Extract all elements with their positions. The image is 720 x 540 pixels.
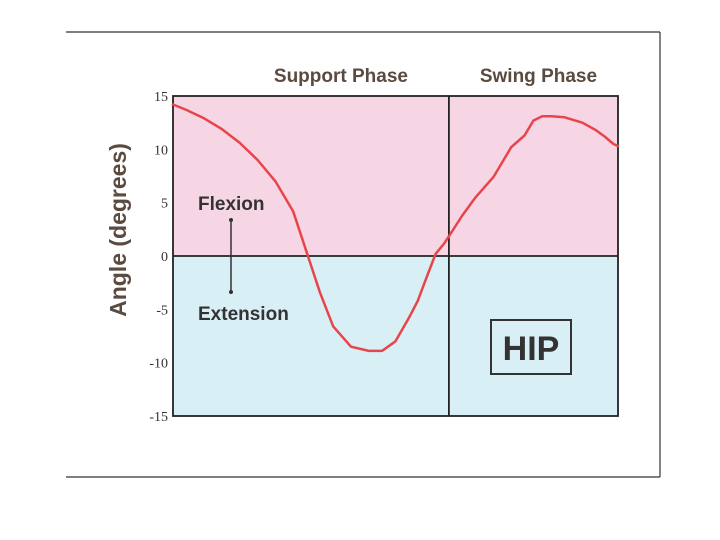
y-tick-label: 10 <box>154 143 168 158</box>
y-tick-label: -10 <box>149 357 168 372</box>
y-tick-label: 15 <box>154 90 168 105</box>
arrow-bottom-tip <box>229 290 233 294</box>
y-tick-label: 5 <box>161 197 168 212</box>
y-tick-label: 0 <box>161 250 168 265</box>
hip-label: HIP <box>503 330 560 368</box>
hip-angle-line <box>171 103 620 353</box>
y-tick-label: -5 <box>156 303 168 318</box>
plot-border <box>172 95 619 417</box>
y-tick-label: -15 <box>149 410 168 425</box>
swing-phase-label: Swing Phase <box>480 66 597 87</box>
hip-box <box>490 319 572 375</box>
extension-region <box>173 256 618 416</box>
extension-label: Extension <box>198 304 289 325</box>
support-phase-label: Support Phase <box>274 66 408 87</box>
flexion-label: Flexion <box>198 194 265 215</box>
y-axis-label: Angle (degrees) <box>105 143 131 317</box>
y-tick-labels: 15 10 5 0 -5 -10 -15 <box>149 90 168 425</box>
arrow-top-tip <box>229 218 233 222</box>
flexion-region <box>173 96 618 256</box>
